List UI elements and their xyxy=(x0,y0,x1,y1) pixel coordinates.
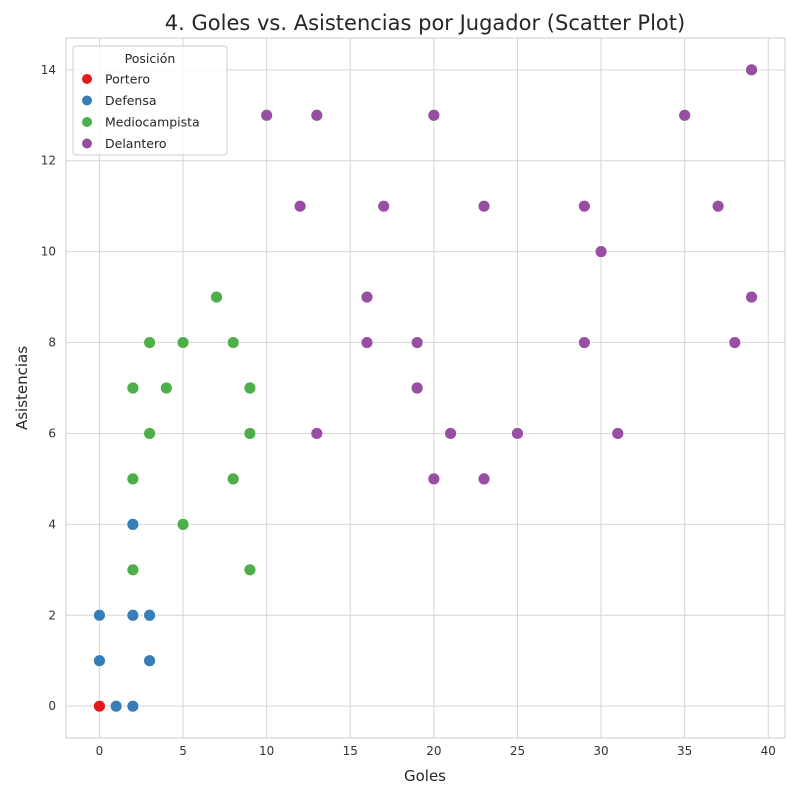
legend-item: Mediocampista xyxy=(82,115,200,130)
x-tick-label: 30 xyxy=(593,744,608,758)
data-point xyxy=(143,336,157,349)
data-point xyxy=(126,381,140,395)
data-point xyxy=(159,381,173,395)
y-tick-label: 10 xyxy=(41,245,56,259)
data-point xyxy=(360,336,374,349)
legend-label: Mediocampista xyxy=(105,115,200,130)
legend-item: Delantero xyxy=(82,136,166,151)
data-point xyxy=(93,654,106,668)
data-point xyxy=(210,290,223,304)
data-point xyxy=(243,563,257,577)
x-tick-label: 15 xyxy=(343,744,358,758)
data-point xyxy=(126,608,140,622)
legend-box xyxy=(72,45,228,156)
legend-marker xyxy=(82,117,92,127)
data-point xyxy=(176,336,190,349)
y-tick-label: 12 xyxy=(41,154,56,168)
legend: Posición Portero Defensa Mediocampista Dela… xyxy=(72,45,228,156)
data-point xyxy=(93,608,106,622)
data-point xyxy=(260,108,274,122)
data-point xyxy=(745,290,758,304)
data-point xyxy=(109,699,123,713)
x-tick-label: 35 xyxy=(677,744,692,758)
data-point xyxy=(360,290,374,304)
data-point xyxy=(143,654,157,668)
legend-marker xyxy=(82,138,92,149)
legend-item: Defensa xyxy=(82,93,157,108)
data-point xyxy=(93,699,106,713)
y-axis-title: Asistencias xyxy=(13,346,31,430)
y-tick-label: 0 xyxy=(48,699,56,713)
data-point xyxy=(126,517,140,531)
data-point xyxy=(293,199,307,213)
data-point xyxy=(176,517,190,531)
data-point xyxy=(243,381,257,395)
legend-title: Posición xyxy=(125,51,176,66)
x-tick-labels: 0 5 10 15 20 25 30 35 40 xyxy=(96,744,776,758)
data-point xyxy=(310,108,324,122)
chart-title: 4. Goles vs. Asistencias por Jugador (Sc… xyxy=(165,11,685,35)
grid xyxy=(66,38,785,738)
data-point xyxy=(143,427,157,440)
data-point xyxy=(410,336,424,349)
series-delantero xyxy=(260,63,758,486)
data-point xyxy=(577,199,591,213)
legend-marker xyxy=(82,74,92,84)
data-point xyxy=(310,427,324,440)
data-point xyxy=(377,199,391,213)
legend-marker xyxy=(82,95,92,106)
x-tick-label: 5 xyxy=(179,744,187,758)
y-tick-label: 4 xyxy=(48,517,56,531)
series-mediocampista xyxy=(126,290,257,577)
y-tick-label: 8 xyxy=(48,336,56,350)
legend-label: Defensa xyxy=(105,93,157,108)
data-point xyxy=(477,472,491,486)
data-point xyxy=(126,699,140,713)
x-tick-label: 0 xyxy=(96,744,104,758)
data-point xyxy=(226,472,240,486)
data-point xyxy=(126,472,140,486)
y-tick-label: 2 xyxy=(48,608,56,622)
data-point xyxy=(678,108,692,122)
data-point xyxy=(126,563,140,577)
data-point xyxy=(577,336,591,349)
y-tick-labels: 0 2 4 6 8 10 12 14 xyxy=(41,63,56,713)
data-point xyxy=(143,608,157,622)
data-point xyxy=(594,245,608,259)
y-tick-label: 6 xyxy=(48,426,56,440)
x-axis-title: Goles xyxy=(404,767,446,785)
data-point xyxy=(427,472,441,486)
data-point xyxy=(611,427,625,440)
legend-items: Portero Defensa Mediocampista Delantero xyxy=(82,72,200,151)
series-portero xyxy=(93,699,106,713)
data-point xyxy=(745,63,758,77)
legend-label: Delantero xyxy=(105,136,166,151)
data-point xyxy=(427,108,441,122)
x-tick-label: 40 xyxy=(761,744,776,758)
data-point xyxy=(728,336,742,349)
series-defensa xyxy=(93,517,157,713)
y-tick-label: 14 xyxy=(41,63,56,77)
data-point xyxy=(226,336,240,349)
data-points xyxy=(93,63,758,713)
data-point xyxy=(444,427,457,440)
data-point xyxy=(477,199,491,213)
data-point xyxy=(243,427,257,440)
x-tick-label: 20 xyxy=(426,744,441,758)
legend-item: Portero xyxy=(82,72,150,87)
legend-label: Portero xyxy=(105,72,150,87)
data-point xyxy=(511,427,524,440)
data-point xyxy=(410,381,424,395)
x-tick-label: 25 xyxy=(510,744,525,758)
data-point xyxy=(711,199,725,213)
plot-frame xyxy=(65,37,786,739)
x-tick-label: 10 xyxy=(259,744,274,758)
